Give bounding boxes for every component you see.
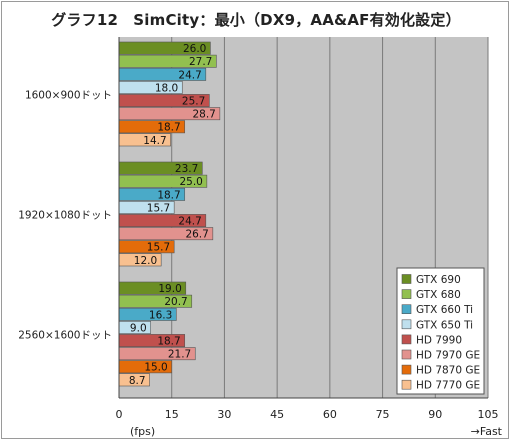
x-tick-label: 45 [270, 408, 284, 421]
category-label: 1600×900ドット [25, 89, 112, 101]
bar-value-label: 18.7 [157, 122, 180, 134]
bar-value-label: 15.7 [147, 242, 170, 254]
x-tick-label: 30 [217, 408, 231, 421]
bar-value-label: 8.7 [129, 375, 146, 387]
bar-value-label: 12.0 [134, 255, 157, 267]
legend-entry: HD 7870 GE [416, 365, 480, 377]
direction-note: →Fast [471, 425, 503, 438]
legend-entry: GTX 690 [416, 274, 461, 286]
legend-swatch [401, 319, 412, 330]
legend-entry: HD 7970 GE [416, 350, 480, 362]
category-label: 2560×1600ドット [18, 329, 112, 341]
bar-value-label: 14.7 [143, 135, 166, 147]
legend [396, 267, 485, 395]
bar-value-label: 26.0 [183, 43, 206, 55]
bar-value-label: 15.7 [147, 202, 170, 214]
bar-value-label: 20.7 [164, 296, 187, 308]
bar-value-label: 18.7 [157, 336, 180, 348]
legend-entry: GTX 660 Ti [416, 304, 473, 316]
x-tick-label: 15 [165, 408, 179, 421]
legend-entry: GTX 680 [416, 289, 461, 301]
x-tick-label: 75 [376, 408, 390, 421]
legend-entry: HD 7770 GE [416, 380, 480, 392]
x-tick-label: 60 [323, 408, 337, 421]
bar-value-label: 28.7 [192, 109, 215, 121]
bar-value-label: 26.7 [185, 229, 208, 241]
bar-value-label: 21.7 [168, 349, 191, 361]
bar-value-label: 23.7 [175, 163, 198, 175]
bar-value-label: 24.7 [178, 216, 201, 228]
bar-value-label: 25.0 [179, 176, 202, 188]
x-tick-label: 90 [428, 408, 442, 421]
x-axis-label: (fps) [130, 425, 155, 438]
legend-swatch [401, 379, 412, 390]
legend-swatch [401, 364, 412, 375]
bar-value-label: 27.7 [189, 56, 212, 68]
x-tick-label: 105 [478, 408, 499, 421]
bar-value-label: 16.3 [149, 309, 172, 321]
legend-swatch [401, 274, 412, 284]
legend-swatch [401, 289, 412, 299]
bar-value-label: 25.7 [182, 96, 205, 108]
legend-entry: GTX 650 Ti [416, 319, 473, 331]
bar-value-label: 24.7 [178, 69, 201, 81]
bar-value-label: 18.7 [157, 189, 180, 201]
bar-value-label: 15.0 [144, 362, 167, 374]
x-tick-label: 0 [116, 408, 123, 421]
chart-title: グラフ12 SimCity：最小（DX9，AA&AF有効化設定） [51, 11, 461, 29]
legend-entry: HD 7990 [416, 334, 462, 346]
legend-swatch [401, 334, 412, 345]
legend-swatch [401, 349, 412, 360]
bar-value-label: 9.0 [130, 322, 147, 334]
category-label: 1920×1080ドット [18, 209, 112, 221]
bar-value-label: 19.0 [158, 283, 181, 295]
legend-swatch [401, 304, 412, 315]
bar-value-label: 18.0 [155, 82, 178, 94]
